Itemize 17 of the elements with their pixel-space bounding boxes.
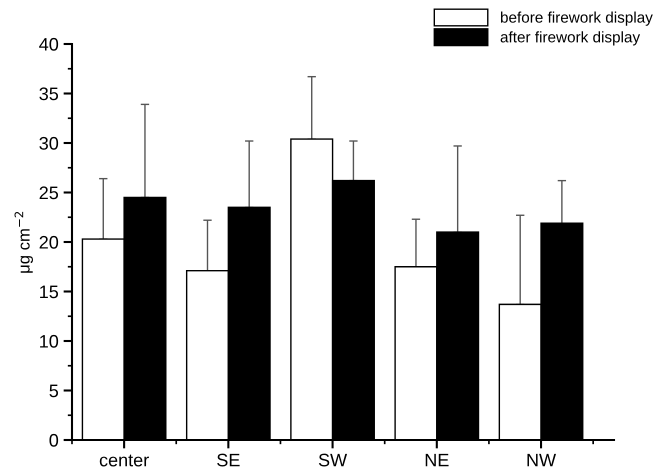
y-tick-label: 30 [39,136,58,150]
x-tick-label: center [100,454,149,466]
y-axis-title: μg cm$^{−2}$ [14,212,33,273]
y-tick-label: 35 [39,87,58,100]
x-tick-label: SW [318,454,348,466]
y-tick-label: 10 [40,334,58,348]
y-tick-label: 5 [49,384,58,398]
y-tick-label: 0 [49,434,58,447]
y-tick-label: 40 [39,38,58,51]
y-tick-label: 25 [40,186,58,200]
legend-label: after firework display [500,31,640,46]
y-tick-label: 15 [40,286,58,298]
x-tick-label: NW [527,454,556,466]
legend-label: before firework display [500,12,653,26]
x-tick-label: SE [217,454,240,466]
x-tick-label: NE [426,454,449,466]
y-tick-label: 20 [40,236,58,249]
